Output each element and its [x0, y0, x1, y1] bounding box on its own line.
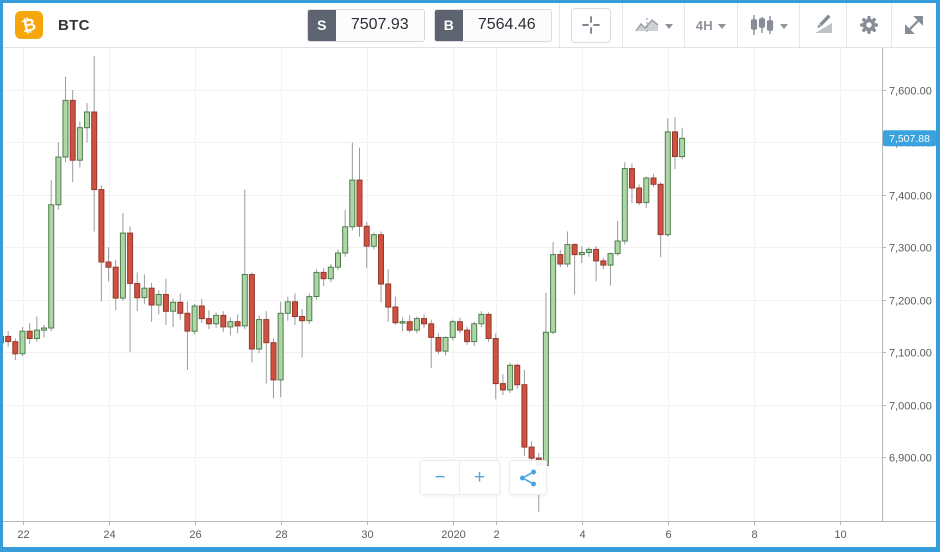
candlesticks-series [3, 55, 686, 513]
x-axis-label: 8 [751, 529, 757, 541]
candlestick-chart[interactable]: 7,600.007,500.007,400.007,300.007,200.00… [3, 48, 936, 547]
chevron-down-icon [780, 23, 788, 29]
x-axis-label: 22 [17, 529, 29, 541]
chart-axes [3, 48, 936, 525]
sell-button[interactable]: S 7507.93 [306, 8, 425, 42]
y-axis-label: 7,200.00 [889, 296, 932, 308]
svg-text:7,507.88: 7,507.88 [889, 133, 930, 145]
buy-letter: B [434, 9, 463, 41]
y-axis-label: 7,600.00 [889, 86, 932, 98]
x-axis-label: 28 [275, 529, 287, 541]
buy-price: 7564.46 [477, 16, 536, 33]
x-axis-label: 26 [189, 529, 201, 541]
y-axis-label: 6,900.00 [889, 453, 932, 465]
interval-label: 4H [695, 17, 713, 33]
sell-price: 7507.93 [350, 16, 409, 33]
y-axis-label: 7,400.00 [889, 191, 932, 203]
price-chart-area: 7,600.007,500.007,400.007,300.007,200.00… [3, 48, 936, 547]
chart-toolbar: ₿ BTC S 7507.93 B 7564.46 [3, 3, 936, 48]
x-axis-label: 30 [361, 529, 373, 541]
x-axis-label: 6 [665, 529, 671, 541]
fullscreen-icon [905, 16, 923, 34]
interval-dropdown[interactable]: 4H [683, 3, 737, 47]
y-axis-label: 7,100.00 [889, 348, 932, 360]
bitcoin-logo-icon: ₿ [15, 11, 43, 39]
x-axis-label: 4 [579, 529, 585, 541]
buy-button[interactable]: B 7564.46 [433, 8, 552, 42]
candle-style-icon [750, 15, 774, 35]
instrument-symbol: BTC [58, 16, 90, 34]
crosshair-button-box [570, 7, 611, 43]
drawing-tools-icon [815, 14, 832, 33]
x-axis-label: 10 [834, 529, 846, 541]
chart-type-icon [635, 18, 659, 32]
chart-gridlines [3, 48, 882, 521]
crosshair-icon [581, 16, 600, 34]
fullscreen-button[interactable] [891, 3, 936, 47]
zoom-controls: − + [420, 460, 500, 495]
chevron-down-icon [718, 23, 726, 29]
gear-icon [860, 16, 878, 34]
trade-buttons: S 7507.93 B 7564.46 [306, 3, 559, 47]
drawing-tools-button[interactable] [799, 3, 846, 47]
y-axis-label: 7,000.00 [889, 401, 932, 413]
x-axis-label: 2 [493, 529, 499, 541]
share-button[interactable] [509, 460, 547, 495]
settings-button[interactable] [846, 3, 891, 47]
chart-type-dropdown[interactable] [621, 3, 684, 47]
x-axis-label: 2020 [441, 529, 465, 541]
zoom-in-button[interactable]: + [460, 461, 499, 494]
zoom-out-button[interactable]: − [421, 461, 460, 494]
chart-tools: 4H [558, 3, 936, 47]
chevron-down-icon [664, 23, 673, 29]
share-icon [520, 469, 536, 486]
crosshair-tool-button[interactable] [558, 3, 622, 47]
instrument-header: ₿ BTC [3, 3, 90, 47]
y-axis-label: 7,300.00 [889, 243, 932, 255]
bitcoin-glyph: ₿ [20, 14, 38, 36]
sell-letter: S [307, 9, 336, 41]
candle-style-dropdown[interactable] [737, 3, 799, 47]
last-price-tag: 7,507.88 [883, 130, 936, 147]
x-axis-label: 24 [103, 529, 115, 541]
